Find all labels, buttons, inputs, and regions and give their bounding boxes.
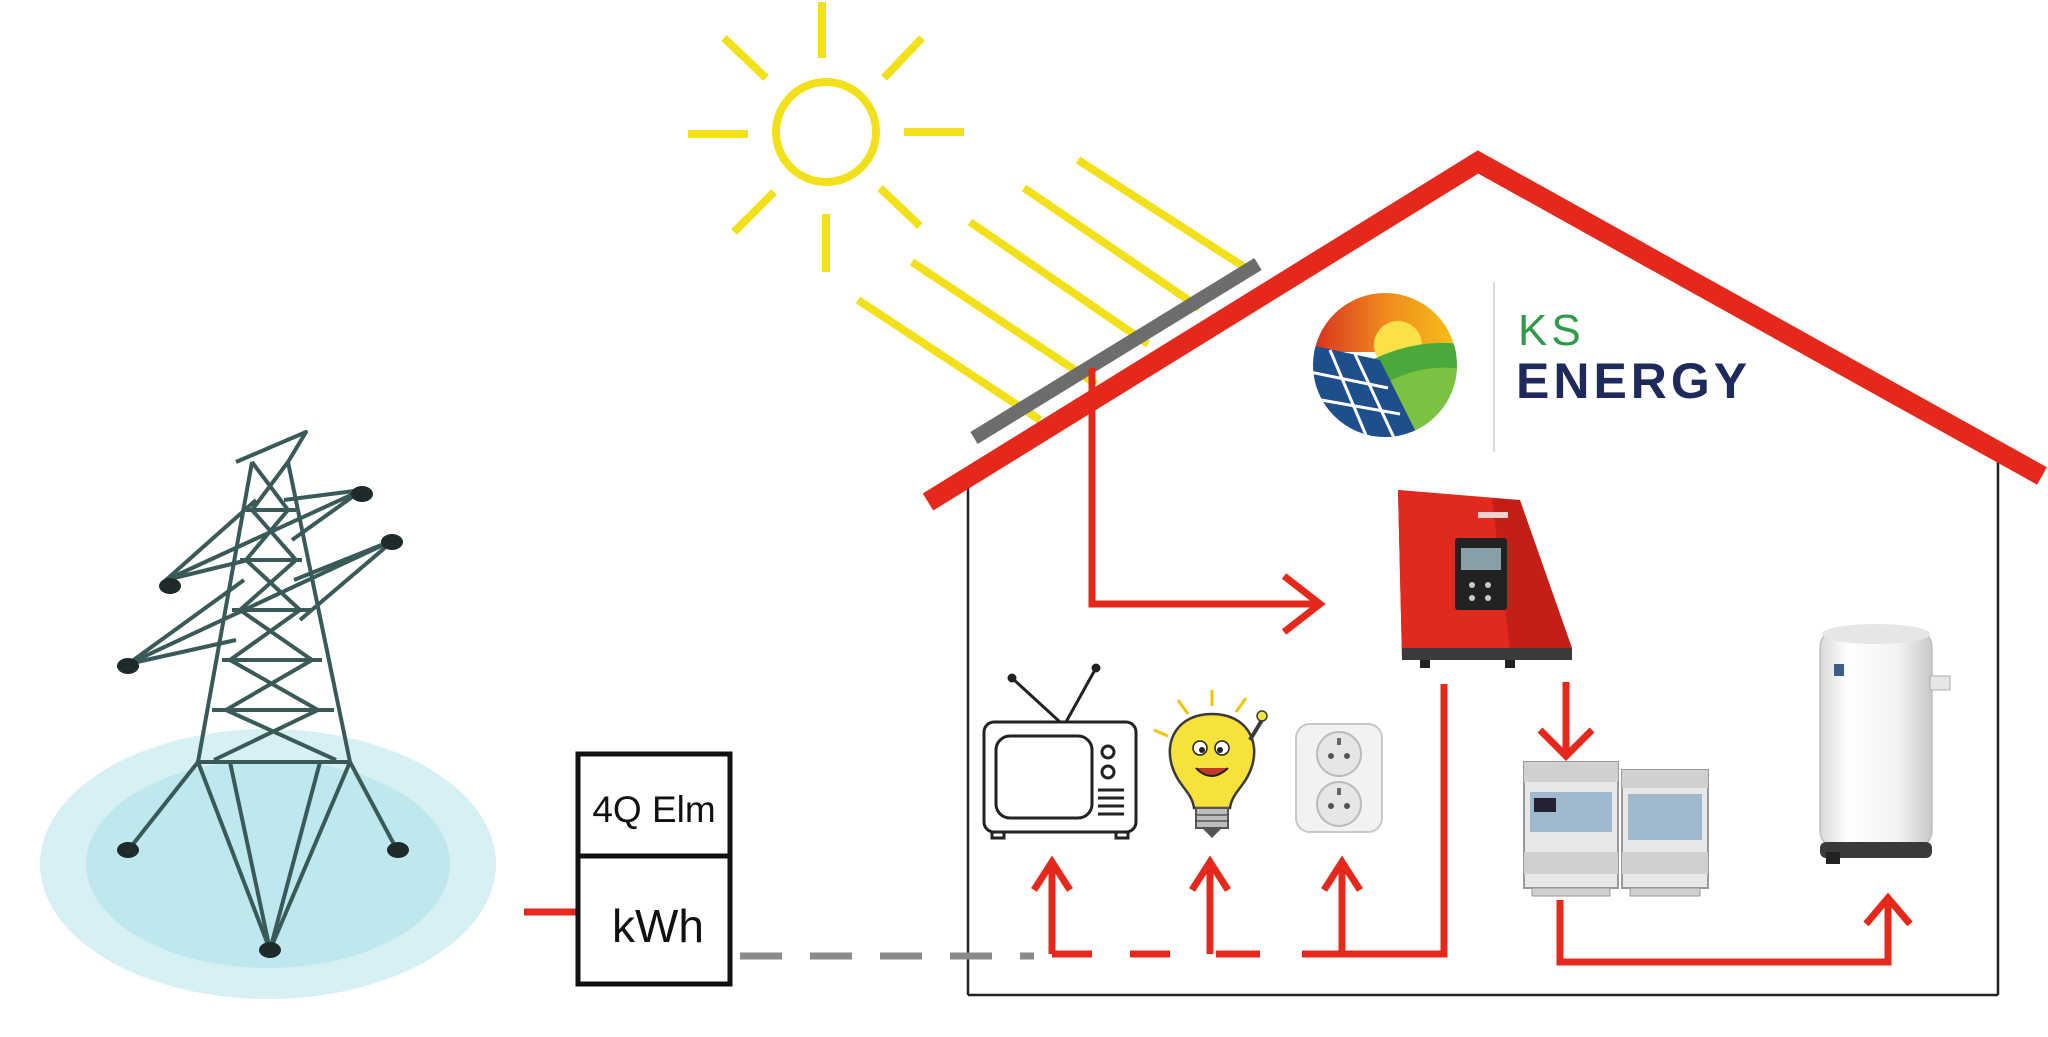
wattrouter-controller-icon bbox=[1523, 761, 1709, 897]
power-pylon-icon bbox=[40, 430, 496, 999]
water-heater-icon bbox=[1819, 624, 1951, 864]
light-bulb-icon bbox=[1153, 690, 1268, 838]
meter-label-kwh: kWh bbox=[612, 900, 704, 952]
sun-icon bbox=[688, 2, 964, 272]
roof bbox=[922, 150, 2047, 511]
logo-line-energy: ENERGY bbox=[1516, 353, 1751, 409]
energy-meter: 4Q Elm kWh bbox=[575, 751, 733, 987]
sunlight-rays bbox=[855, 156, 1255, 424]
meter-label-4q-elm: 4Q Elm bbox=[592, 789, 715, 830]
ks-energy-logo: KS ENERGY bbox=[1313, 282, 1751, 452]
house-outline bbox=[966, 455, 2000, 997]
power-socket-icon bbox=[1295, 723, 1383, 833]
energy-flow-lines bbox=[1031, 368, 1913, 966]
solar-inverter-icon bbox=[1398, 490, 1572, 668]
logo-line-ks: KS bbox=[1518, 306, 1585, 355]
solar-panel bbox=[970, 258, 1262, 444]
television-icon bbox=[982, 663, 1138, 840]
